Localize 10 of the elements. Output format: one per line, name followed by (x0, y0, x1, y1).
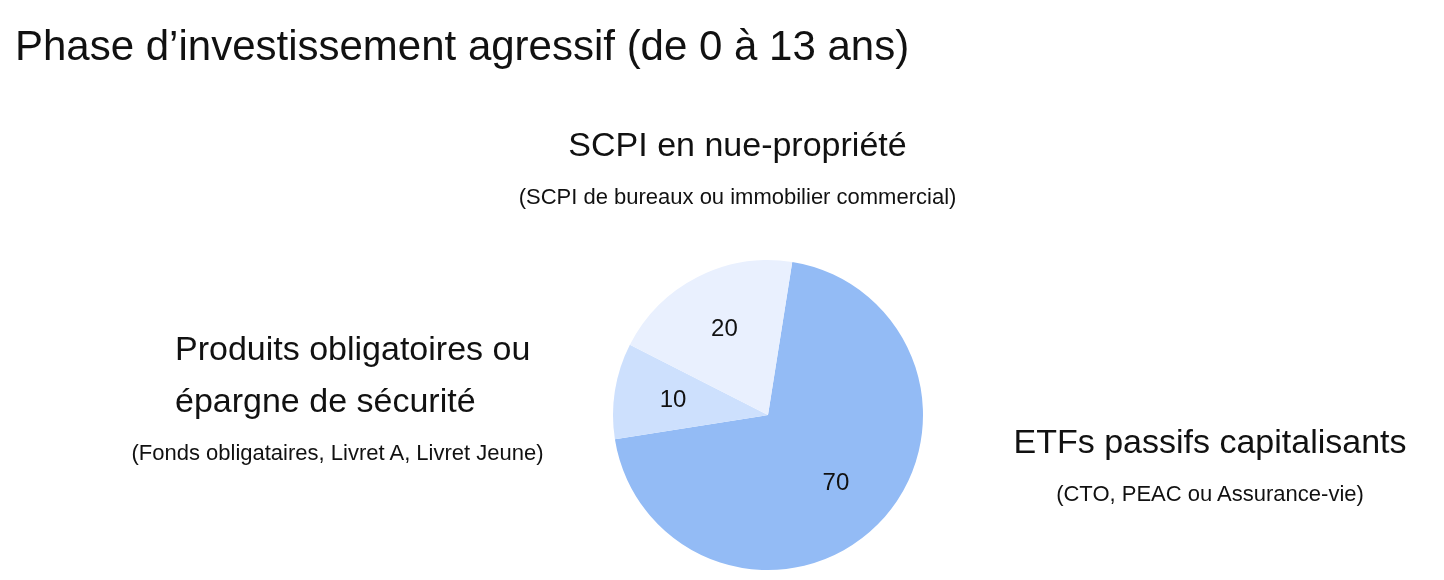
text: (Fonds obligataires, Livret A, Livret Jeune) (130, 440, 545, 466)
chart-title: Phase d’investissement agressif (de 0 à 13 ans) (15, 22, 910, 70)
slice-label: Produits obligatoires ou épargne de sécurité (174, 328, 532, 421)
text: (CTO, PEAC ou Assurance-vie) (1055, 481, 1365, 507)
slice-label: SCPI en nue-propriété (567, 124, 908, 165)
data-label: 20 (711, 314, 738, 341)
slice-label: ETFs passifs capitalisants (1012, 421, 1408, 462)
data-label: 70 (822, 467, 850, 495)
data-label: 10 (659, 384, 687, 412)
text: (SCPI de bureaux ou immobilier commercial) (517, 184, 958, 210)
